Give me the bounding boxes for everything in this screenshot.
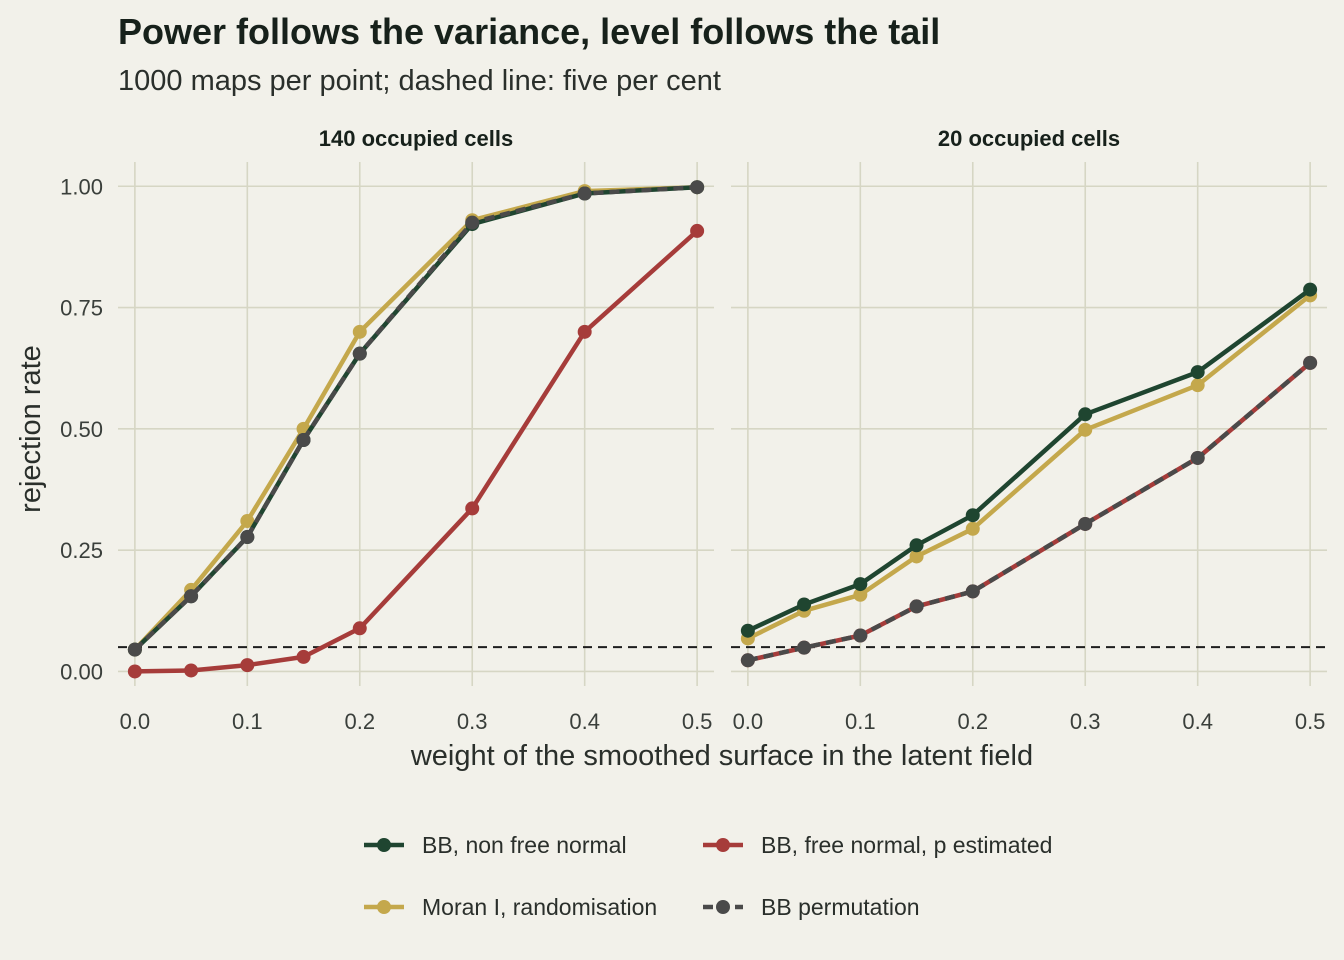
data-point [1303,355,1318,370]
data-point [1190,378,1205,393]
legend-swatch-point [716,838,730,852]
data-point [690,223,705,238]
legend-swatch-point [716,900,730,914]
data-point [127,664,142,679]
series-bb-non-free-normal [740,282,1318,638]
legend-item: BB, free normal, p estimated [703,832,1052,858]
series-line [133,184,698,652]
data-point [240,658,255,673]
panel-2: 20 occupied cells 0.0 0.1 0.2 0.3 0.4 0.5 [731,126,1327,734]
series-line [746,287,1312,633]
series-moran-i-randomisation [127,180,705,657]
data-point [965,584,980,599]
x-tick-label: 0.5 [682,709,713,734]
data-point [965,508,980,523]
series-line [747,361,1312,663]
legend-item: BB permutation [703,894,920,920]
data-point [240,530,255,545]
x-tick-label: 0.0 [120,709,151,734]
panel-strip-label: 140 occupied cells [319,126,513,151]
y-tick-label: 0.50 [60,417,103,442]
data-point [690,180,705,195]
x-tick-label: 0.2 [957,709,988,734]
series-line [746,293,1312,641]
x-tick-label: 0.1 [845,709,876,734]
legend-item: Moran I, randomisation [364,894,657,920]
data-point [352,324,367,339]
data-point [465,501,480,516]
data-point [296,433,311,448]
legend-item: BB, non free normal [364,832,627,858]
legend-swatch-point [377,838,391,852]
x-axis-title: weight of the smoothed surface in the la… [410,740,1033,772]
series-bb-permutation [127,180,705,657]
data-point [909,599,924,614]
data-point [352,621,367,636]
x-tick-label: 0.3 [1070,709,1101,734]
data-point [797,597,812,612]
data-point [352,346,367,361]
data-point [296,649,311,664]
series-line [747,361,1312,663]
data-point [577,324,592,339]
series-bb-free-normal-p-estimated [127,223,705,679]
legend-label: Moran I, randomisation [422,894,657,920]
data-point [184,589,199,604]
series-line [133,184,698,652]
y-tick-label: 0.25 [60,538,103,563]
chart-subtitle: 1000 maps per point; dashed line: five p… [118,65,721,97]
x-tick-label: 0.4 [1182,709,1213,734]
y-tick-label: 1.00 [60,174,103,199]
data-point [127,642,142,657]
series-bb-permutation [740,355,1318,668]
legend-label: BB permutation [761,894,920,920]
data-point [740,653,755,668]
series-bb-non-free-normal [127,180,705,657]
data-point [1190,365,1205,380]
x-tick-label: 0.5 [1295,709,1326,734]
data-point [853,587,868,602]
data-point [1078,516,1093,531]
data-point [240,514,255,529]
data-point [853,577,868,592]
legend-swatch-point [377,900,391,914]
data-point [465,215,480,230]
legend-label: BB, free normal, p estimated [761,832,1052,858]
y-tick-label: 0.00 [60,659,103,684]
data-point [797,640,812,655]
legend: BB, non free normal BB, free normal, p es… [364,832,1052,920]
data-point [1078,407,1093,422]
x-tick-label: 0.0 [733,709,764,734]
chart-title: Power follows the variance, level follow… [118,11,940,52]
series-bb-free-normal-p-estimated [740,355,1318,668]
data-point [1303,282,1318,297]
data-point [853,628,868,643]
x-tick-label: 0.2 [344,709,375,734]
data-point [1190,450,1205,465]
series-line [134,229,699,674]
data-point [909,549,924,564]
x-tick-label: 0.4 [569,709,600,734]
data-point [740,623,755,638]
series-line [133,184,698,652]
legend-label: BB, non free normal [422,832,627,858]
x-tick-label: 0.3 [457,709,488,734]
x-tick-label: 0.1 [232,709,263,734]
panel-1: 140 occupied cells 0.0 0.1 0.2 0.3 0.4 0.5 0.00… [60,126,714,734]
data-point [909,538,924,553]
data-point [1078,422,1093,437]
y-axis-title: rejection rate [15,345,47,513]
y-tick-label: 0.75 [60,296,103,321]
panel-strip-label: 20 occupied cells [938,126,1120,151]
data-point [184,663,199,678]
data-point [965,521,980,536]
data-point [577,186,592,201]
